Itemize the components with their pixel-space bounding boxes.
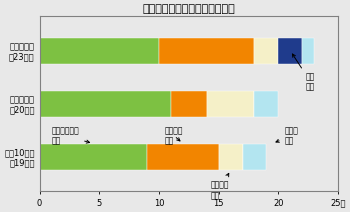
- Text: 工場・事業場
９件: 工場・事業場 ９件: [51, 126, 90, 145]
- Bar: [278, 38, 302, 64]
- Bar: [219, 144, 243, 170]
- Title: 振動苦情の発生源別の申立状況: 振動苦情の発生源別の申立状況: [142, 4, 235, 14]
- Text: 建設作業
６件: 建設作業 ６件: [165, 126, 183, 145]
- Bar: [302, 38, 314, 64]
- Bar: [254, 38, 278, 64]
- Text: その他
２件: その他 ２件: [276, 126, 298, 145]
- Bar: [171, 91, 207, 117]
- Bar: [40, 91, 171, 117]
- Bar: [207, 91, 254, 117]
- Bar: [159, 38, 254, 64]
- Bar: [147, 144, 219, 170]
- Bar: [40, 38, 159, 64]
- Text: 鉄道
１件: 鉄道 １件: [293, 54, 315, 91]
- Bar: [40, 144, 147, 170]
- Text: 道路交通
２件: 道路交通 ２件: [210, 173, 229, 200]
- Bar: [254, 91, 278, 117]
- Bar: [243, 144, 266, 170]
